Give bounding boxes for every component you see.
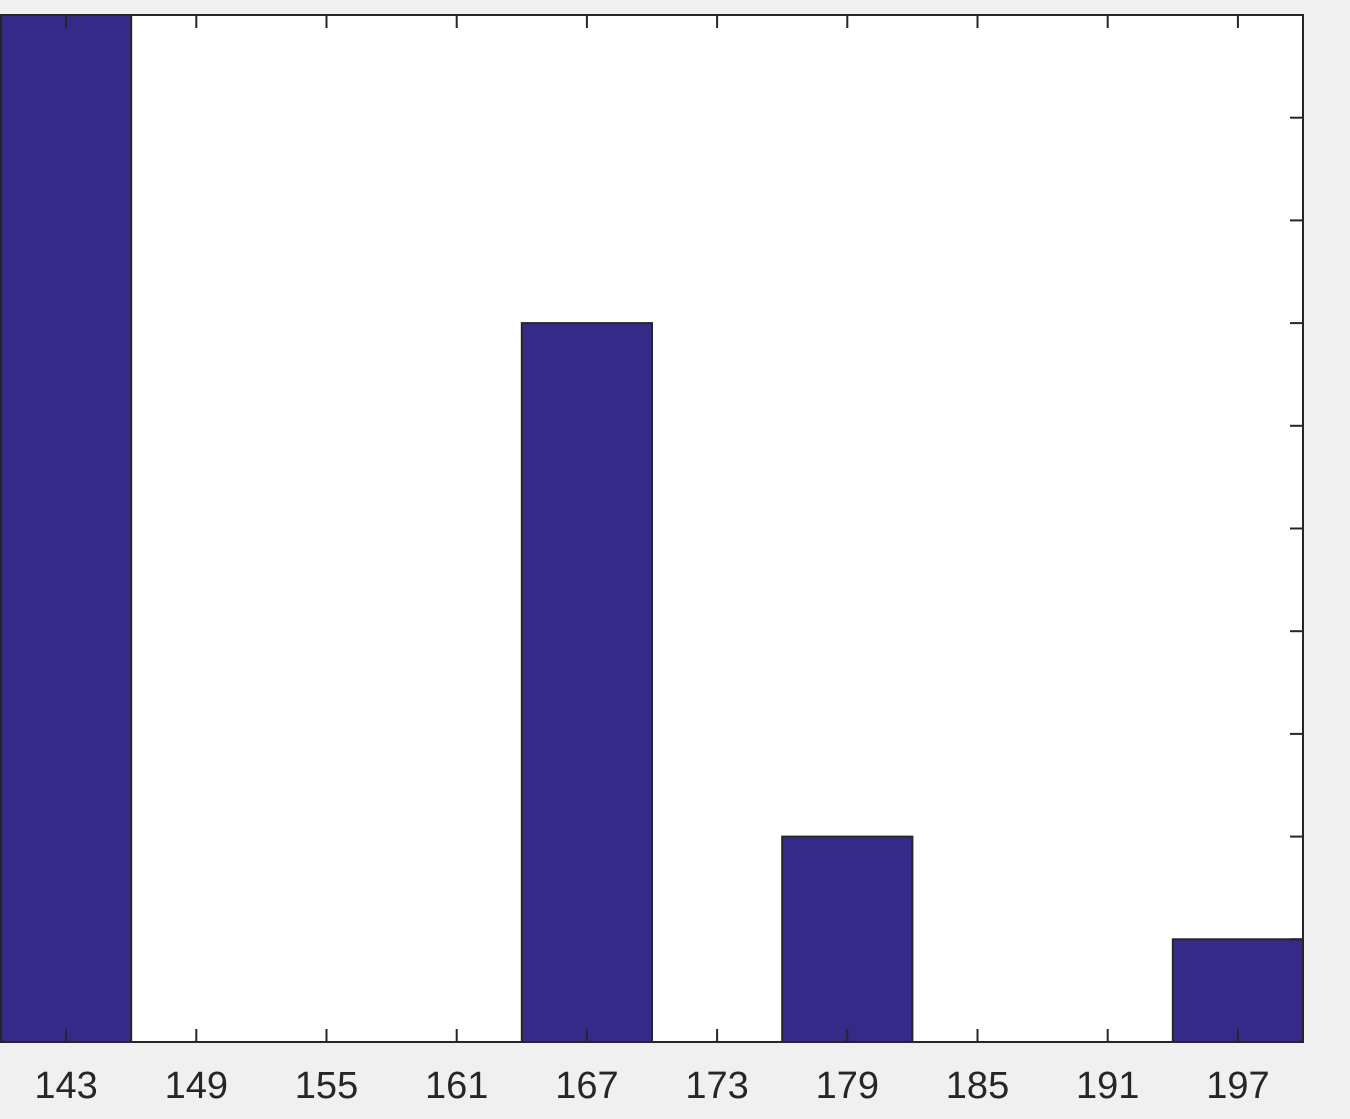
bars-group (0, 14, 1305, 1044)
x-tick-label: 185 (946, 1065, 1009, 1107)
bar-179 (781, 835, 914, 1043)
axes-box (0, 14, 1304, 1043)
bar-143 (0, 14, 133, 1043)
x-tick-label: 167 (555, 1065, 618, 1107)
x-tick-label: 149 (165, 1065, 228, 1107)
bar-197 (1171, 938, 1305, 1043)
bar-167 (520, 322, 653, 1044)
x-tick-label: 155 (295, 1065, 358, 1107)
x-tick-label: 173 (685, 1065, 748, 1107)
x-tick-label: 191 (1076, 1065, 1139, 1107)
x-tick-label: 143 (34, 1065, 97, 1107)
x-tick-label: 179 (816, 1065, 879, 1107)
x-tick-label: 161 (425, 1065, 488, 1107)
x-tick-label: 197 (1206, 1065, 1269, 1107)
tick-labels-group: 143 149 155 161 167 173 179 185 191 197 (34, 1065, 1269, 1107)
